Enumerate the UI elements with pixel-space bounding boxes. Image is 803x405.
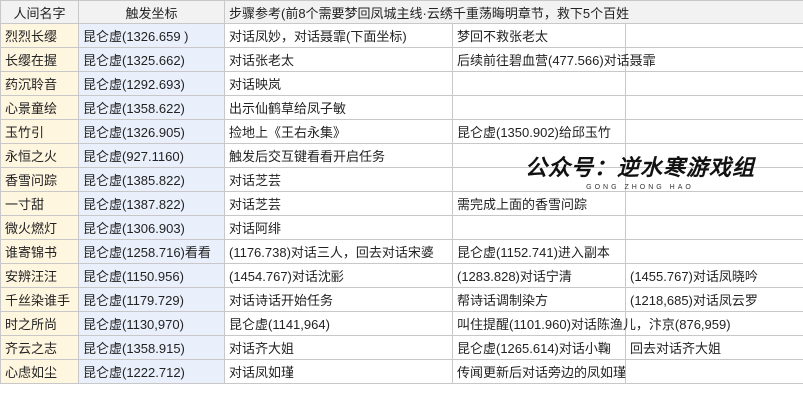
quest-name: 玉竹引 [0, 119, 79, 144]
step-cell: 梦回不救张老太 [452, 23, 626, 48]
trigger-coord: 昆仑虚(1325.662) [78, 47, 225, 72]
empty-cell [625, 191, 803, 216]
header-cell: 触发坐标 [78, 0, 225, 24]
quest-name: 长缨在握 [0, 47, 79, 72]
step-cell: 昆仑虚(1141,964) [224, 311, 453, 336]
step-cell: 帮诗话调制染方 [452, 287, 626, 312]
empty-cell [452, 215, 626, 240]
header-cell: 步骤参考(前8个需要梦回凤城主线·云绣千重荡晦明章节，救下5个百姓 [224, 0, 803, 24]
empty-cell [452, 167, 626, 192]
step-cell: 叫住提醒(1101.960)对话陈渔儿，汴京(876,959) [452, 311, 731, 336]
empty-cell [625, 23, 803, 48]
table-row: 安辨汪汪 昆仑虚(1150.956) (1454.767)对话沈彨 (1283.828… [0, 263, 803, 288]
trigger-coord: 昆仑虚(1387.822) [78, 191, 225, 216]
empty-cell [452, 95, 626, 120]
quest-name: 微火燃灯 [0, 215, 79, 240]
step-cell: 触发后交互键看看开启任务 [224, 143, 453, 168]
quest-name: 齐云之志 [0, 335, 79, 360]
step-cell: 昆仑虚(1265.614)对话小鞠 [452, 335, 626, 360]
quest-name: 一寸甜 [0, 191, 79, 216]
trigger-coord: 昆仑虚(1385.822) [78, 167, 225, 192]
table-row: 谁寄锦书 昆仑虚(1258.716)看看 (1176.738)对话三人，回去对话宋婆… [0, 239, 803, 264]
step-cell: 传闻更新后对话旁边的凤如瑾 [452, 359, 626, 384]
table-row: 时之所尚 昆仑虚(1130,970) 昆仑虚(1141,964) 叫住提醒(1101.… [0, 311, 803, 336]
table-row: 药沉聆音 昆仑虚(1292.693) 对话映岚 [0, 71, 803, 96]
empty-cell [625, 119, 803, 144]
trigger-coord: 昆仑虚(1222.712) [78, 359, 225, 384]
empty-cell [625, 95, 803, 120]
quest-name: 烈烈长缨 [0, 23, 79, 48]
header-cell: 人间名字 [0, 0, 79, 24]
empty-cell [625, 359, 803, 384]
trigger-coord: 昆仑虚(1292.693) [78, 71, 225, 96]
step-cell: (1176.738)对话三人，回去对话宋婆 [224, 239, 453, 264]
empty-cell [625, 143, 803, 168]
trigger-coord: 昆仑虚(1358.915) [78, 335, 225, 360]
step-cell: 昆仑虚(1350.902)给邱玉竹 [452, 119, 626, 144]
step-cell: (1454.767)对话沈彨 [224, 263, 453, 288]
table-row: 烈烈长缨 昆仑虚(1326.659 ) 对话凤妙，对话聂霏(下面坐标) 梦回不救张老太 [0, 23, 803, 48]
step-cell: 对话芝芸 [224, 191, 453, 216]
empty-cell [625, 71, 803, 96]
step-cell: (1455.767)对话凤晓吟 [625, 263, 803, 288]
step-cell: 出示仙鹤草给凤子敏 [224, 95, 453, 120]
table-row: 微火燃灯 昆仑虚(1306.903) 对话阿绯 [0, 215, 803, 240]
step-cell: 对话凤如瑾 [224, 359, 453, 384]
quest-table: 人间名字 触发坐标 步骤参考(前8个需要梦回凤城主线·云绣千重荡晦明章节，救下5个百… [0, 0, 803, 384]
step-cell: 对话张老太 [224, 47, 453, 72]
table-row: 永恒之火 昆仑虚(927.1160) 触发后交互键看看开启任务 [0, 143, 803, 168]
step-cell: (1218,685)对话凤云罗 [625, 287, 803, 312]
quest-name: 心景童绘 [0, 95, 79, 120]
table-row: 长缨在握 昆仑虚(1325.662) 对话张老太 后续前往碧血营(477.566)对话… [0, 47, 803, 72]
table-row: 齐云之志 昆仑虚(1358.915) 对话齐大姐 昆仑虚(1265.614)对话小鞠回… [0, 335, 803, 360]
table-row: 千丝染谁手 昆仑虚(1179.729) 对话诗话开始任务 帮诗话调制染方 (1218,6… [0, 287, 803, 312]
quest-name: 药沉聆音 [0, 71, 79, 96]
empty-cell [625, 215, 803, 240]
quest-name: 千丝染谁手 [0, 287, 79, 312]
trigger-coord: 昆仑虚(1326.905) [78, 119, 225, 144]
trigger-coord: 昆仑虚(927.1160) [78, 143, 225, 168]
quest-name: 安辨汪汪 [0, 263, 79, 288]
step-cell: 对话凤妙，对话聂霏(下面坐标) [224, 23, 453, 48]
quest-name: 谁寄锦书 [0, 239, 79, 264]
header-row: 人间名字 触发坐标 步骤参考(前8个需要梦回凤城主线·云绣千重荡晦明章节，救下5个百… [0, 0, 803, 24]
quest-name: 香雪问踪 [0, 167, 79, 192]
trigger-coord: 昆仑虚(1258.716)看看 [78, 239, 225, 264]
trigger-coord: 昆仑虚(1179.729) [78, 287, 225, 312]
quest-name: 心虑如尘 [0, 359, 79, 384]
table-row: 香雪问踪 昆仑虚(1385.822) 对话芝芸 [0, 167, 803, 192]
trigger-coord: 昆仑虚(1130,970) [78, 311, 225, 336]
trigger-coord: 昆仑虚(1150.956) [78, 263, 225, 288]
trigger-coord: 昆仑虚(1326.659 ) [78, 23, 225, 48]
table-row: 一寸甜 昆仑虚(1387.822) 对话芝芸 需完成上面的香雪问踪 [0, 191, 803, 216]
step-cell: 对话阿绯 [224, 215, 453, 240]
step-cell: 对话映岚 [224, 71, 453, 96]
step-cell: 对话齐大姐 [224, 335, 453, 360]
trigger-coord: 昆仑虚(1306.903) [78, 215, 225, 240]
empty-cell [625, 239, 803, 264]
empty-cell [625, 167, 803, 192]
table-row: 心景童绘 昆仑虚(1358.622) 出示仙鹤草给凤子敏 [0, 95, 803, 120]
step-cell: (1283.828)对话宁清 [452, 263, 626, 288]
table-row: 玉竹引 昆仑虚(1326.905) 捡地上《王右永集》 昆仑虚(1350.902)给邱… [0, 119, 803, 144]
step-cell: 昆仑虚(1152.741)进入副本 [452, 239, 626, 264]
step-cell: 后续前往碧血营(477.566)对话聂霏 [452, 47, 656, 72]
quest-name: 永恒之火 [0, 143, 79, 168]
step-cell: 对话诗话开始任务 [224, 287, 453, 312]
empty-cell [452, 143, 626, 168]
step-cell: 需完成上面的香雪问踪 [452, 191, 626, 216]
quest-name: 时之所尚 [0, 311, 79, 336]
step-cell: 对话芝芸 [224, 167, 453, 192]
step-cell: 回去对话齐大姐 [625, 335, 803, 360]
empty-cell [452, 71, 626, 96]
trigger-coord: 昆仑虚(1358.622) [78, 95, 225, 120]
step-cell: 捡地上《王右永集》 [224, 119, 453, 144]
table-row: 心虑如尘 昆仑虚(1222.712) 对话凤如瑾 传闻更新后对话旁边的凤如瑾 [0, 359, 803, 384]
